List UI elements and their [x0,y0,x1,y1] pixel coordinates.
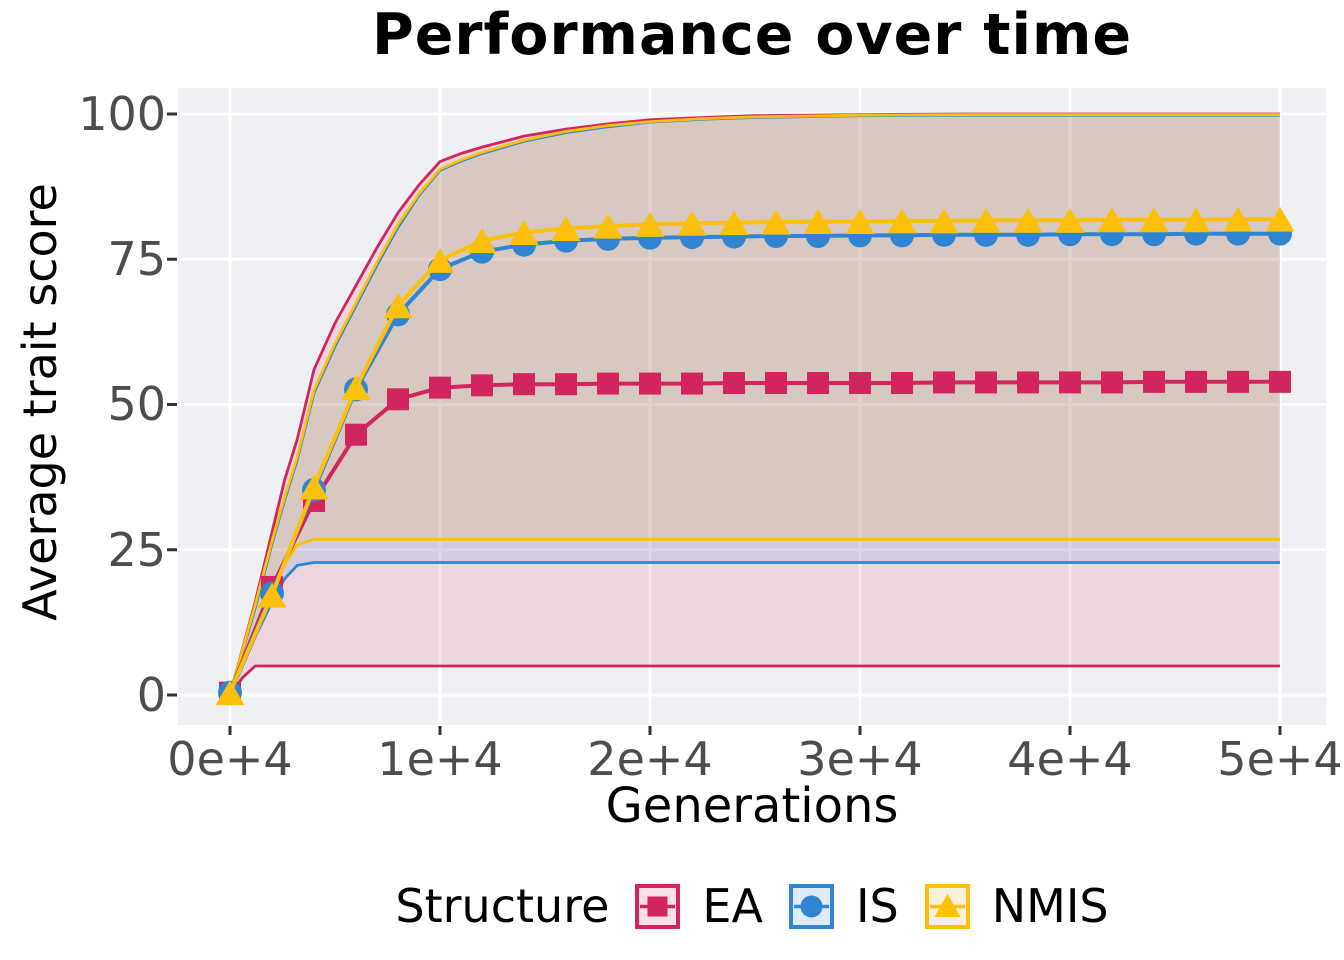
y-tick-label-25: 25 [107,523,166,577]
circle-marker-icon [800,895,823,917]
y-tick-label-50: 50 [107,377,166,431]
x-tick-label-4e4: 4e+4 [1007,732,1133,786]
x-axis-title: Generations [605,778,899,834]
panel-background [178,88,1326,725]
legend-key-nmis [924,883,970,929]
x-tick-label-2e4: 2e+4 [587,732,713,786]
legend-label-ea: EA [702,879,763,933]
axis-tick-marks [167,112,1282,735]
x-tick-label-1e4: 1e+4 [377,732,503,786]
y-tick-label-0: 0 [136,668,166,722]
gridlines [178,88,1326,725]
legend-label-is: IS [855,879,899,933]
x-tick-label-0e4: 0e+4 [167,732,293,786]
triangle-marker-icon [934,893,961,917]
legend-key-ea [635,883,681,929]
y-tick-label-100: 100 [78,87,166,141]
chart-title: Performance over time [371,2,1133,68]
series-lines-and-markers [215,112,1295,706]
legend-key-is [788,883,834,929]
x-tick-label-3e4: 3e+4 [797,732,923,786]
legend-item-ea: EA [635,879,763,933]
legend-key-nmis-border [924,883,970,929]
legend-title: Structure [395,879,610,933]
legend-key-is-border [788,883,834,929]
square-marker-icon [647,896,668,916]
x-tick-label-5e4: 5e+4 [1217,732,1343,786]
legend-item-nmis: NMIS [924,879,1109,933]
legend-label-nmis: NMIS [991,879,1109,933]
legend: Structure EA IS [178,876,1326,936]
y-tick-label-75: 75 [107,232,166,286]
legend-key-ea-border [635,883,681,929]
ribbon-bands [230,114,1280,696]
legend-item-is: IS [788,879,899,933]
